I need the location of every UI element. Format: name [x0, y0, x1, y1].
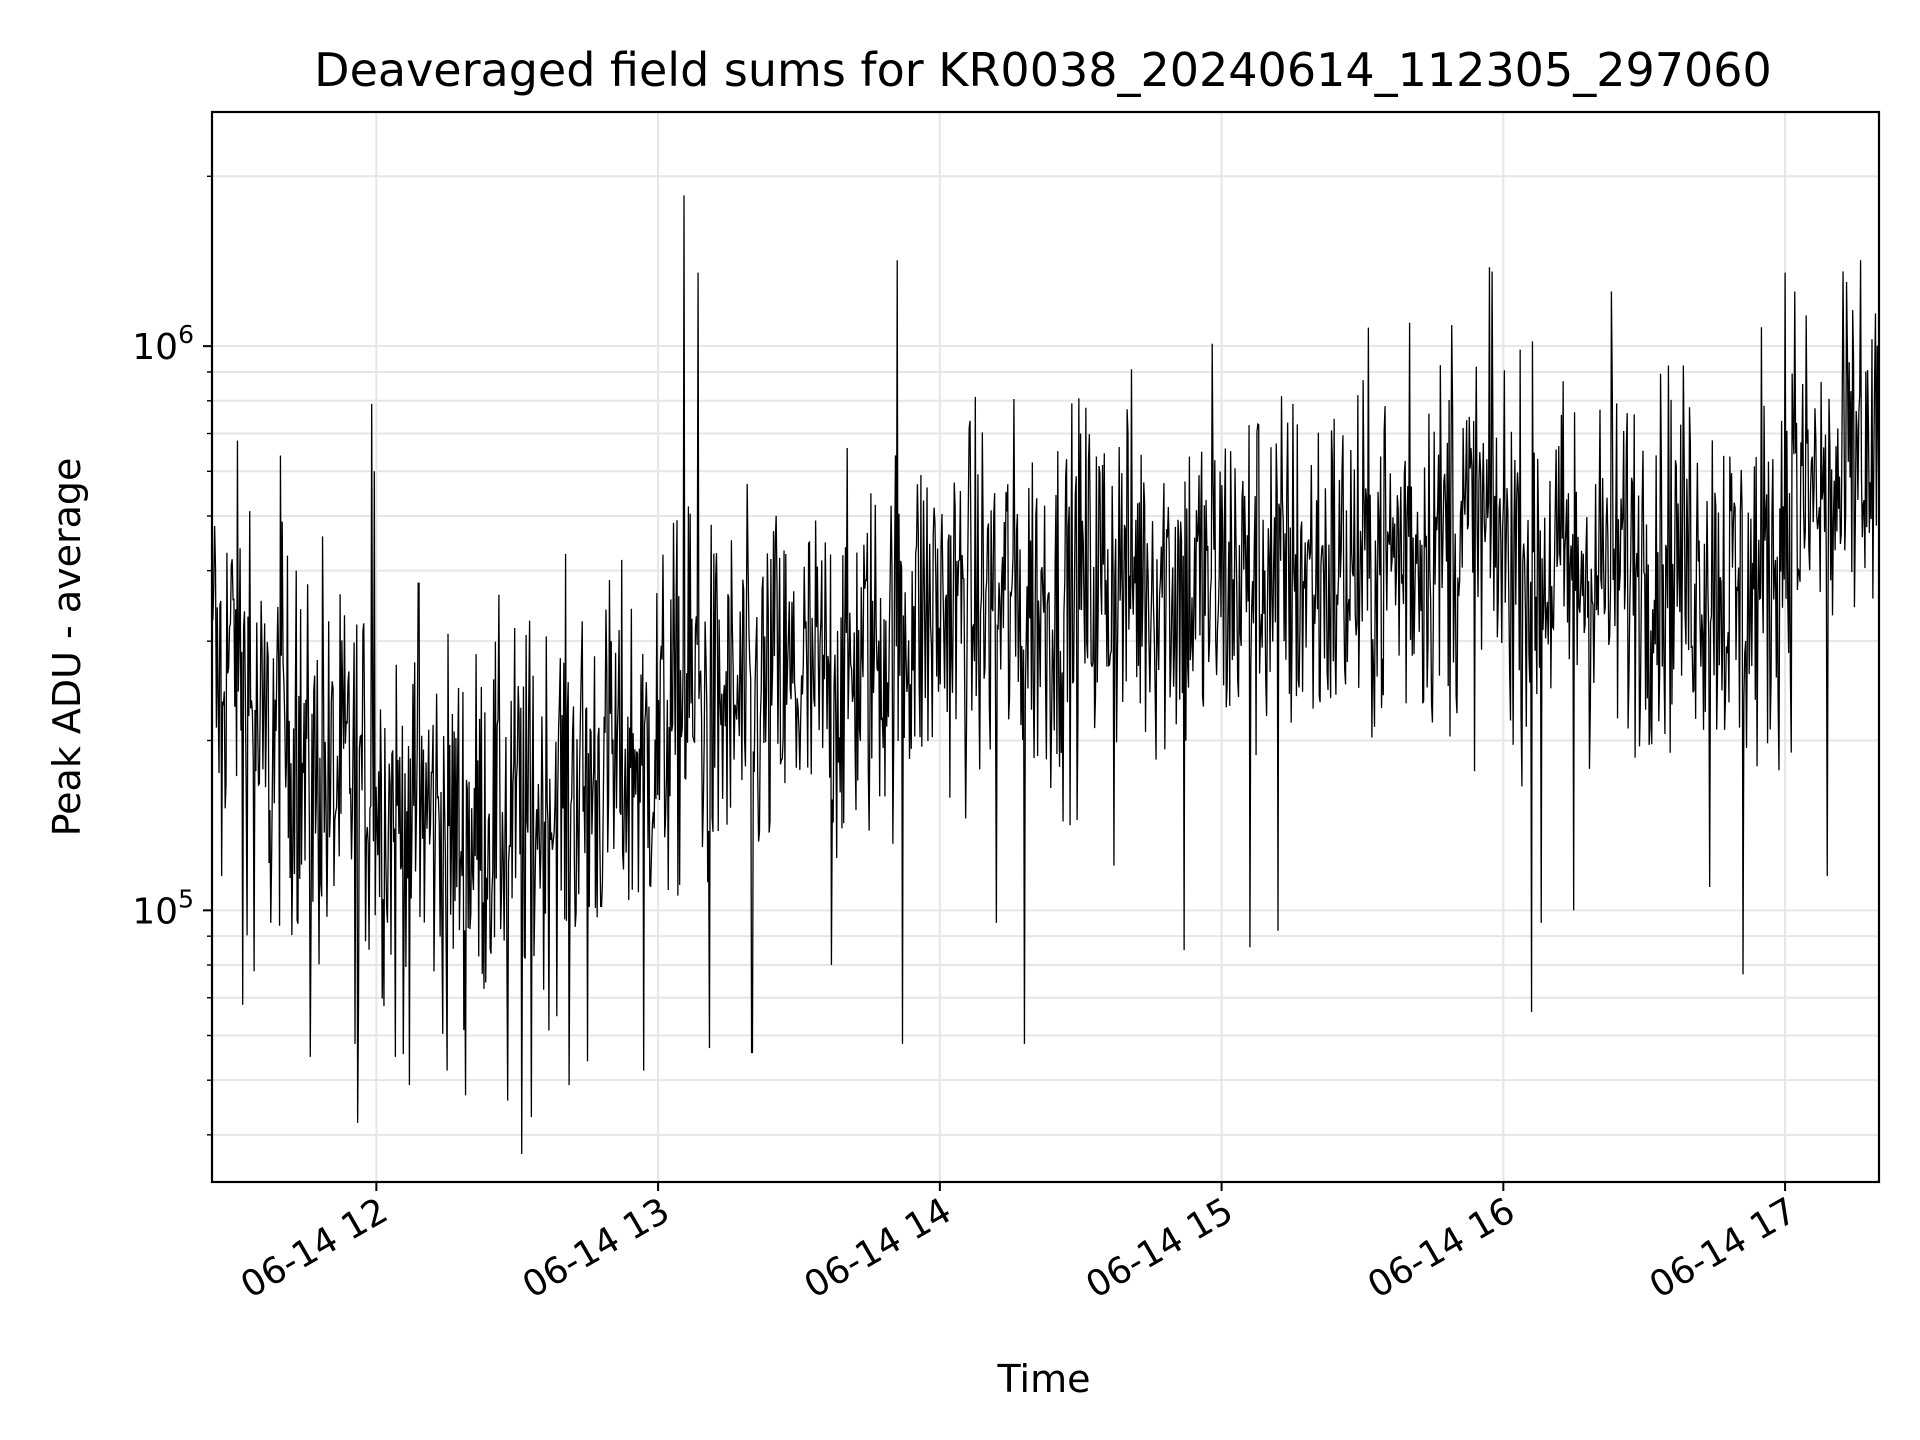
chart-title: Deaveraged field sums for KR0038_2024061…: [314, 43, 1772, 97]
y-tick-label: 106: [132, 320, 194, 368]
y-axis-label: Peak ADU - average: [45, 458, 89, 837]
x-axis-label: Time: [997, 1357, 1091, 1401]
series-line: [212, 195, 1879, 1154]
plot-frame: [210, 110, 1881, 1184]
y-tick-label: 105: [132, 884, 194, 932]
y-axis: 105 106: [132, 175, 212, 1136]
plot-content: [212, 195, 1879, 1154]
